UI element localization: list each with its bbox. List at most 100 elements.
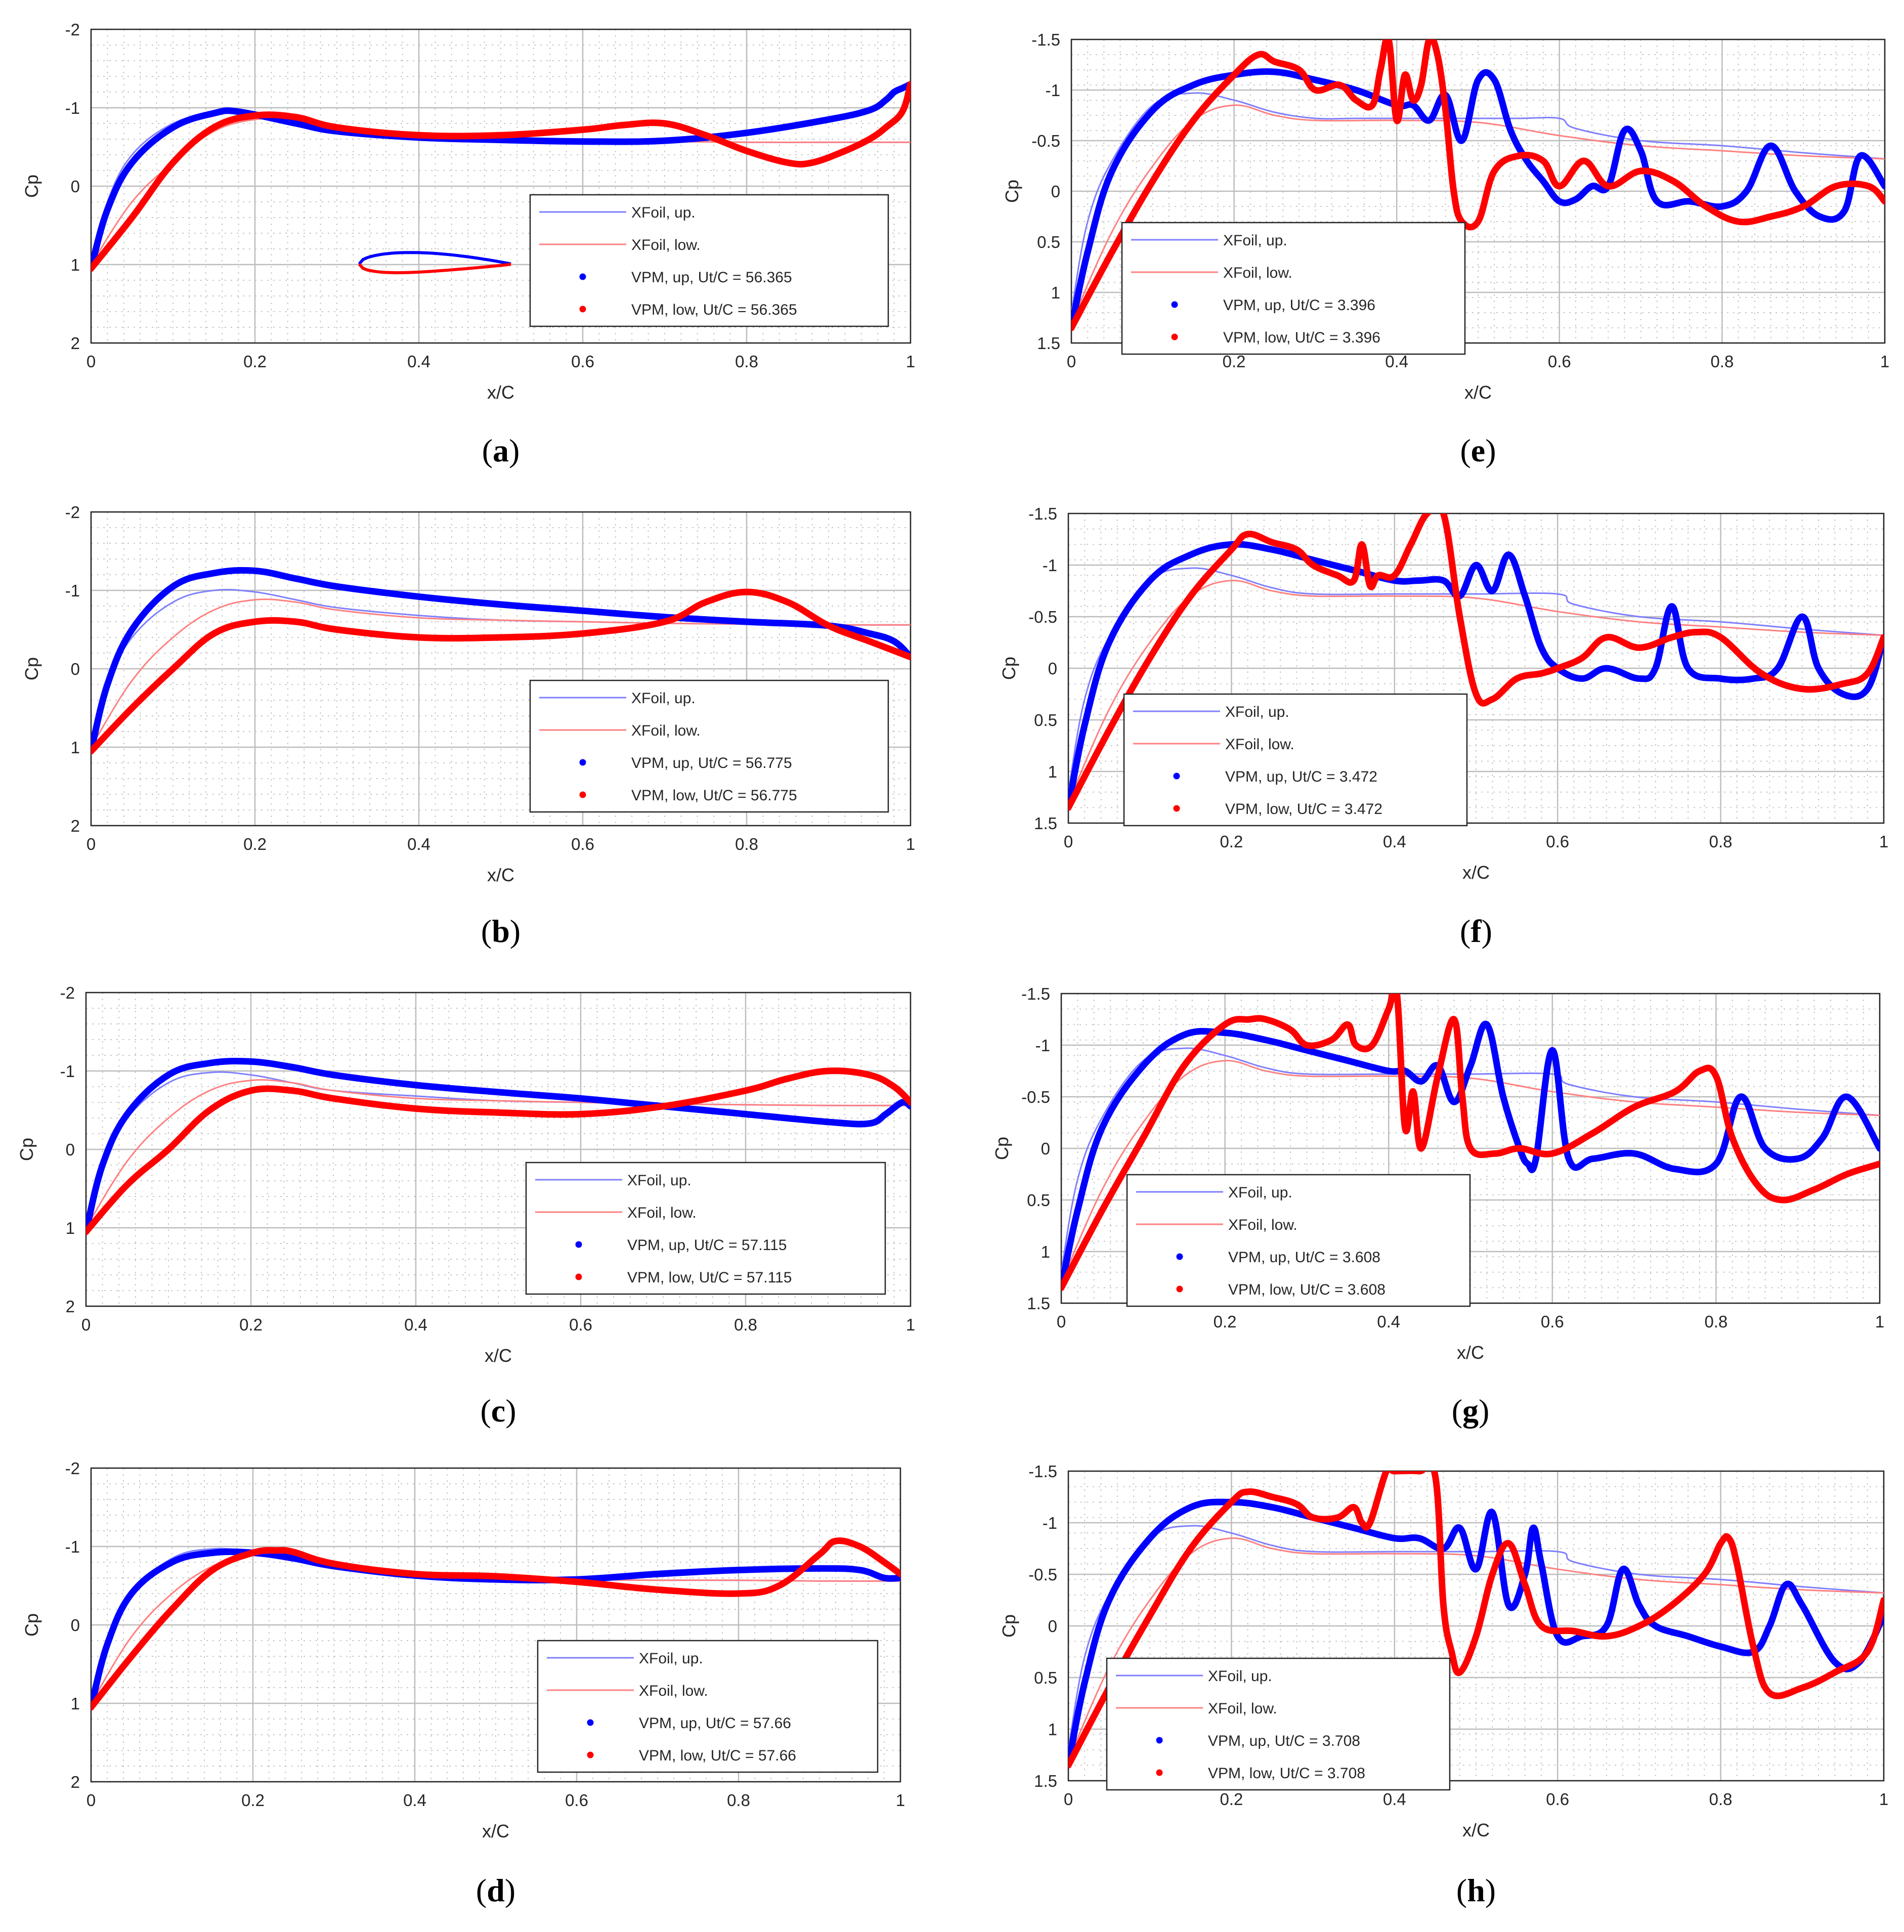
legend-entry: VPM, low, Ut/C = 3.608 [1228,1281,1386,1298]
panel-caption: (a) [482,433,520,468]
x-tick-label: 0 [1057,1312,1066,1331]
x-tick-label: 0.2 [241,1791,265,1810]
legend-entry: VPM, low, Ut/C = 56.775 [631,787,797,804]
x-axis-label: x/C [487,865,514,885]
legend-box [1106,1657,1451,1791]
legend-marker-swatch [1171,301,1178,308]
series-vpm-lower [91,588,911,755]
legend-marker-swatch [587,1751,594,1758]
y-tick-label: -1 [1046,81,1060,100]
x-tick-label: 1 [1879,1790,1888,1809]
legend-box [529,194,889,327]
x-tick-label: 1 [1875,1312,1884,1331]
y-tick-label: -0.5 [1021,1088,1050,1106]
y-tick-label: -1 [65,99,80,117]
airfoil-lower-surface [358,263,511,275]
x-axis-label: x/C [482,1821,509,1841]
y-tick-label: 1 [1051,283,1060,302]
x-tick-label: 0 [1064,832,1073,851]
legend-entry: VPM, low, Ut/C = 57.115 [627,1269,792,1286]
y-tick-label: 0.5 [1034,1668,1057,1687]
y-tick-label: 0 [1041,1139,1050,1158]
axes-box [1067,1470,1885,1782]
series-group [86,1058,911,1235]
y-tick-label: 0 [66,1140,75,1159]
y-tick-label: 1 [1041,1242,1050,1261]
legend-marker-swatch [1173,805,1180,812]
series-vpm-upper [86,1058,911,1235]
legend-entry: XFoil, up. [627,1172,691,1189]
x-tick-label: 0 [1064,1790,1073,1809]
series-vpm-upper [91,81,911,272]
x-tick-label: 0.6 [1546,832,1569,851]
legend-entry: XFoil, up. [1223,232,1287,249]
x-axis-label: x/C [487,382,514,403]
legend-entry: VPM, low, Ut/C = 3.472 [1225,801,1382,818]
y-tick-label: -0.5 [1028,608,1057,626]
x-tick-label: 0.6 [1548,352,1571,371]
series-vpm-upper [1068,1498,1884,1769]
series-group [91,567,911,755]
x-axis-label: x/C [485,1345,512,1366]
x-axis-label: x/C [1462,862,1490,883]
axes-box [90,511,912,827]
x-tick-label: 0.4 [1385,352,1408,371]
x-tick-label: 1 [896,1791,905,1810]
legend-marker-swatch [575,1241,582,1248]
x-tick-label: 0 [1067,352,1076,371]
legend-marker-swatch [587,1719,594,1726]
y-tick-label: 2 [71,817,80,835]
x-tick-label: 0.8 [734,1315,757,1334]
y-tick-label: -1 [1043,1514,1057,1532]
series-group [1068,513,1884,811]
x-tick-label: 0.4 [1383,832,1406,851]
x-tick-label: 0 [86,835,96,853]
y-tick-label: -0.5 [1028,1565,1057,1584]
legend-entry: XFoil, low. [639,1683,708,1699]
x-axis-label: x/C [1464,382,1492,403]
axes-box [1070,38,1886,344]
chart-g: 0 0.2 0.4 0.6 0.8 1 -1.5 -1 -0.5 0 0.5 1 1.5 x/C Cp XFo… [991,984,1884,1429]
series-vpm-lower [1068,513,1884,811]
legend-entry: VPM, up, Ut/C = 57.66 [639,1715,791,1732]
legend: XFoil, up. XFoil, low. VPM, up, Ut/C = 57.… [525,1162,886,1295]
legend-marker-swatch [579,759,586,766]
x-tick-label: 0.8 [735,835,758,853]
legend-entry: VPM, up, Ut/C = 3.472 [1225,768,1377,785]
legend-marker-swatch [575,1273,582,1280]
y-tick-label: -1.5 [1031,30,1060,49]
legend-marker-swatch [1176,1253,1183,1260]
x-tick-label: 0.6 [569,1315,592,1334]
y-axis-label: Cp [21,1613,42,1637]
legend-entry: XFoil, low. [1223,265,1292,281]
panel-caption: (g) [1452,1393,1490,1429]
y-tick-label: 1 [71,738,80,757]
y-tick-label: -1 [1035,1036,1050,1055]
y-tick-label: 0 [1048,659,1057,678]
legend-marker-swatch [579,273,586,280]
x-tick-label: 0.8 [735,352,758,371]
chart-f: 0 0.2 0.4 0.6 0.8 1 -1.5 -1 -0.5 0 0.5 1 1.5 x/C Cp XFo… [999,504,1888,949]
panel-caption: (f) [1460,913,1492,949]
y-tick-label: -2 [60,983,75,1002]
y-tick-label: 1 [1048,1720,1057,1739]
panel-caption: (h) [1456,1872,1496,1908]
x-tick-label: 0 [86,352,96,371]
y-tick-label: 0.5 [1034,711,1057,729]
axes-box [1067,512,1885,824]
series-xfoil-lower [1071,104,1885,324]
y-axis-label: Cp [999,657,1019,680]
x-tick-label: 0.4 [1383,1790,1406,1809]
series-vpm-lower [91,81,911,272]
x-axis-label: x/C [1462,1820,1490,1840]
series-vpm-lower [91,1537,900,1711]
legend-entry: VPM, up, Ut/C = 56.365 [631,269,792,286]
x-tick-label: 0.8 [1704,1312,1727,1331]
series-group [1071,39,1885,331]
series-vpm-upper [1061,1020,1880,1291]
y-tick-label: -0.5 [1031,132,1060,150]
legend: XFoil, up. XFoil, low. VPM, up, Ut/C = 57.… [537,1640,879,1773]
y-tick-label: -1.5 [1021,984,1050,1003]
